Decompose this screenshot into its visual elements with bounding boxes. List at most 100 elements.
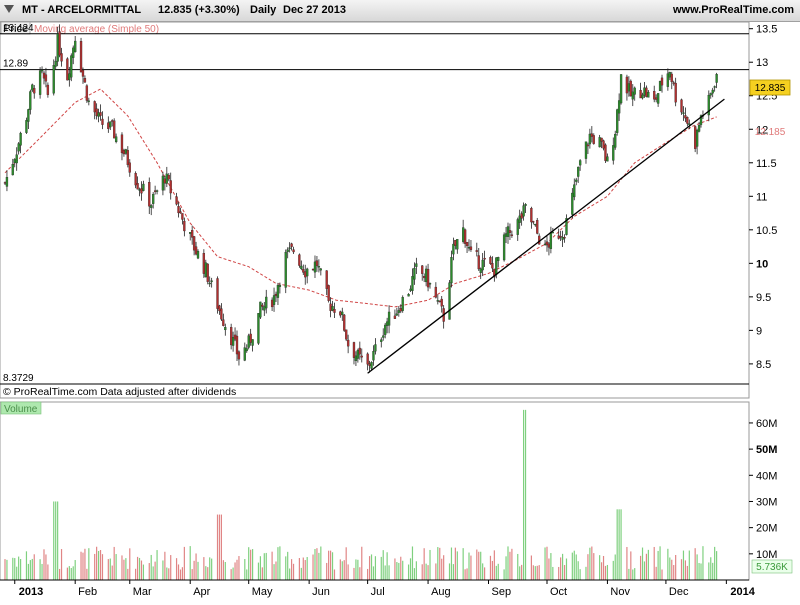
volume-tick-label: 20M xyxy=(756,523,777,535)
candle-body xyxy=(109,121,112,128)
candle-body xyxy=(382,335,385,338)
candle-body xyxy=(424,268,428,283)
candle-body xyxy=(74,40,77,53)
volume-panel-frame xyxy=(0,401,750,581)
candle-body xyxy=(38,70,42,95)
price-panel-frame xyxy=(0,21,750,399)
candle-body xyxy=(276,285,280,298)
candle-body xyxy=(612,145,615,161)
volume-axis: 10M 20M 30M 40M 50M 60M xyxy=(749,418,777,561)
candle-body xyxy=(107,122,110,129)
candle-body xyxy=(709,93,712,96)
price-tick-label: 9 xyxy=(756,325,762,337)
candle-body xyxy=(11,164,14,176)
chevron-down-icon[interactable] xyxy=(4,5,14,13)
candle-body xyxy=(483,257,486,260)
candle-body xyxy=(666,73,670,87)
candle-body xyxy=(600,137,603,142)
candle-body xyxy=(42,72,46,79)
candle-body xyxy=(5,177,9,187)
footer-note: © ProRealTime.com Data adjusted after di… xyxy=(3,386,236,398)
candle-body xyxy=(167,174,170,180)
title-bar: MT - ARCELORMITTAL 12.835 (+3.30%) Daily… xyxy=(0,0,800,22)
candle-body xyxy=(341,311,344,315)
candle-body xyxy=(670,73,673,83)
candle-body xyxy=(547,243,551,248)
moving-average-layer xyxy=(4,88,717,308)
candle-body xyxy=(524,204,527,206)
candle-body xyxy=(707,94,710,116)
candle-body xyxy=(563,237,566,239)
candle-body xyxy=(551,231,554,234)
price-tick-label: 13.5 xyxy=(756,24,777,36)
candle-body xyxy=(645,87,648,97)
site-link[interactable]: www.ProRealTime.com xyxy=(672,4,794,16)
x-tick-label: 2014 xyxy=(730,586,755,598)
candle-body xyxy=(387,311,391,326)
candle-body xyxy=(83,78,87,83)
price-tick-label: 10 xyxy=(756,258,768,270)
volume-panel-label: Volume xyxy=(4,404,38,415)
candle-body xyxy=(588,133,592,145)
candle-body xyxy=(510,234,514,236)
x-tick-label: Mar xyxy=(133,586,152,598)
candle-body xyxy=(356,349,360,359)
candle-body xyxy=(423,275,426,279)
candle-body xyxy=(660,77,664,86)
candle-body xyxy=(175,196,178,205)
volume-tick-label: 40M xyxy=(756,470,777,482)
volume-label-box xyxy=(0,401,42,415)
candle-body xyxy=(317,266,321,268)
candle-body xyxy=(506,226,510,237)
candle-body xyxy=(438,300,441,303)
candle-body xyxy=(292,249,295,253)
last-change: 12.835 (+3.30%) xyxy=(158,4,240,16)
candle-body xyxy=(462,227,465,242)
candle-body xyxy=(516,219,519,235)
candle-body xyxy=(319,268,322,271)
candle-body xyxy=(231,337,235,346)
candle-body xyxy=(152,194,155,204)
candle-body xyxy=(625,76,629,94)
candle-body xyxy=(502,234,506,261)
candle-body xyxy=(532,221,535,223)
candle-body xyxy=(571,192,574,215)
candle-body xyxy=(655,97,658,100)
price-tick-label: 12 xyxy=(756,124,768,136)
ma-legend: Moving average (Simple 50) xyxy=(34,24,159,35)
candle-body xyxy=(399,308,402,312)
candle-body xyxy=(522,205,525,217)
candle-body xyxy=(543,243,547,246)
candle-body xyxy=(409,288,412,291)
candle-body xyxy=(272,295,276,305)
volume-tick-label: 50M xyxy=(756,444,777,456)
candle-body xyxy=(290,243,293,247)
candle-body xyxy=(354,355,358,362)
candle-body xyxy=(426,268,430,288)
candle-body xyxy=(372,351,375,361)
price-tick-label: 11.5 xyxy=(756,158,777,170)
candle-body xyxy=(218,305,221,312)
candle-body xyxy=(674,82,677,103)
candle-body xyxy=(465,241,469,247)
candle-body xyxy=(136,183,139,190)
candle-body xyxy=(614,133,617,148)
candle-body xyxy=(345,329,348,340)
candle-body xyxy=(397,310,400,313)
candle-body xyxy=(401,297,404,311)
candle-body xyxy=(393,315,397,319)
candle-body xyxy=(140,188,143,194)
candle-body xyxy=(161,175,165,191)
x-tick-label: Apr xyxy=(193,586,210,598)
level-label: 8.3729 xyxy=(3,373,34,384)
candle-body xyxy=(653,90,656,100)
candle-body xyxy=(245,348,248,352)
candle-body xyxy=(288,247,291,249)
x-tick-label: Jun xyxy=(312,586,330,598)
candle-body xyxy=(584,141,588,159)
candle-body xyxy=(216,278,219,309)
candle-body xyxy=(181,213,184,220)
candle-body xyxy=(467,246,471,249)
candle-body xyxy=(413,267,416,280)
